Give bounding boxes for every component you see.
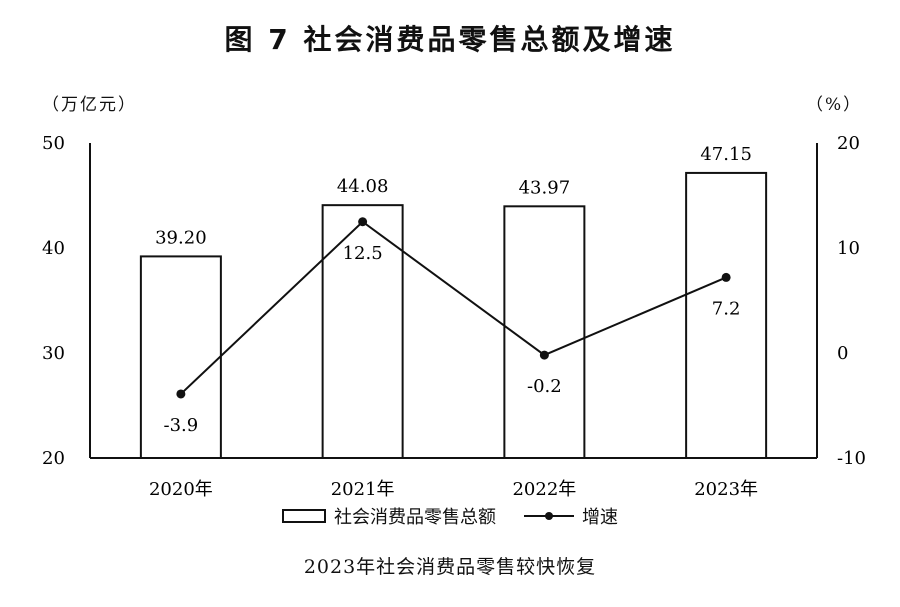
right-axis-unit: （%） [806,95,863,115]
x-tick-label: 2020年 [149,479,213,500]
growth-line [180,220,727,395]
right-tick-label: 20 [837,133,860,154]
x-tick-label: 2022年 [512,479,576,500]
x-tick-label: 2023年 [694,479,758,500]
bar-value-label: 39.20 [155,227,207,248]
bar-value-label: 47.15 [700,144,752,165]
chart-title: 图 7 社会消费品零售总额及增速 [224,23,676,56]
growth-point [358,217,368,227]
bar-value-label: 44.08 [337,176,389,197]
left-tick-label: 50 [42,133,65,154]
growth-point [539,350,549,360]
legend-bar-swatch [282,509,326,523]
bar [139,255,222,459]
growth-point [721,272,731,282]
left-tick-label: 20 [42,448,65,469]
growth-value-label: -3.9 [164,415,199,436]
x-tick-label: 2021年 [331,479,395,500]
left-tick-label: 30 [42,343,65,364]
legend-line-label: 增速 [582,507,618,528]
bar [503,205,586,459]
chart-legend: 社会消费品零售总额 增速 [0,503,900,529]
left-tick-label: 40 [42,238,65,259]
growth-value-label: -0.2 [527,376,562,397]
chart-subtitle: 2023年社会消费品零售较快恢复 [303,556,597,578]
left-axis-unit: （万亿元） [42,95,137,115]
bar-value-label: 43.97 [519,177,571,198]
growth-point [176,389,186,399]
bar [685,171,768,460]
legend-bar-label: 社会消费品零售总额 [334,507,496,528]
right-tick-label: -10 [837,448,866,469]
growth-value-label: 7.2 [712,298,741,319]
legend-line-swatch [524,508,574,524]
right-tick-label: 0 [837,343,848,364]
legend-item-line: 增速 [524,503,618,529]
right-tick-label: 10 [837,238,860,259]
growth-value-label: 12.5 [343,243,383,264]
legend-item-bar: 社会消费品零售总额 [282,503,496,529]
